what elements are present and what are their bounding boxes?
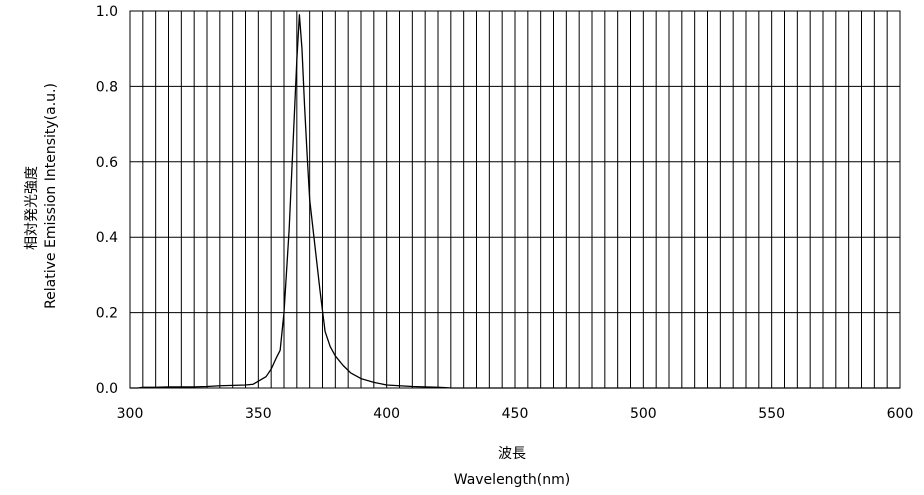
emission-spectrum-line — [130, 14, 900, 389]
x-tick-label: 550 — [758, 406, 785, 422]
horizontal-gridlines — [130, 85, 900, 314]
x-tick-label: 500 — [630, 406, 657, 422]
y-tick-label: 0.2 — [96, 306, 118, 322]
x-tick-label: 400 — [373, 406, 400, 422]
x-axis-label-japanese: 波長 — [498, 446, 526, 462]
y-tick-label: 0.4 — [96, 230, 118, 246]
x-tick-label: 450 — [502, 406, 529, 422]
x-tick-label: 300 — [117, 406, 144, 422]
x-axis-tick-labels: 300 350 400 450 500 550 600 — [117, 406, 914, 422]
y-axis-label-japanese: 相対発光強度 — [24, 166, 40, 250]
x-tick-label: 600 — [887, 406, 914, 422]
y-tick-label: 0.6 — [96, 155, 118, 171]
x-tick-label: 350 — [245, 406, 272, 422]
y-tick-label: 0.8 — [96, 79, 118, 95]
y-axis-label: Relative Emission Intensity(a.u.) — [43, 83, 59, 309]
y-tick-label: 0.0 — [96, 381, 118, 397]
x-axis-label: Wavelength(nm) — [454, 472, 570, 488]
y-axis-tick-labels: 0.0 0.2 0.4 0.6 0.8 1.0 — [96, 4, 118, 397]
vertical-gridlines — [142, 11, 888, 388]
y-tick-label: 1.0 — [96, 4, 118, 20]
